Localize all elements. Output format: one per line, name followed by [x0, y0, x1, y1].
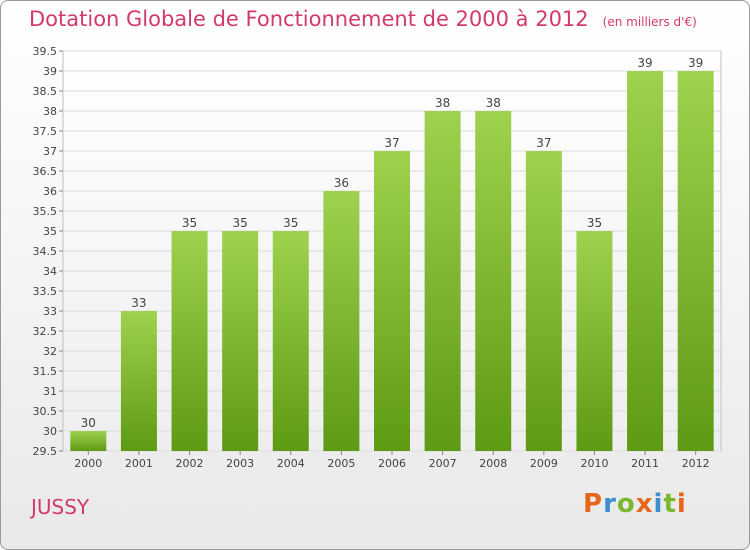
y-tick-label: 39	[43, 65, 57, 78]
bar-2001	[120, 311, 157, 451]
bar-value-label: 38	[435, 96, 450, 110]
bar-value-label: 35	[283, 216, 298, 230]
y-tick-label: 36	[43, 185, 57, 198]
y-tick-label: 31	[43, 385, 57, 398]
x-tick-label: 2001	[125, 457, 153, 470]
bar-value-label: 35	[182, 216, 197, 230]
bar-2004	[272, 231, 309, 451]
proxiti-logo: Proxiti	[583, 489, 687, 519]
bar-2005	[323, 191, 360, 451]
y-tick-label: 33.5	[33, 285, 58, 298]
y-tick-label: 34.5	[33, 245, 58, 258]
bar-2006	[374, 151, 410, 451]
x-tick-label: 2002	[176, 457, 204, 470]
x-tick-label: 2004	[277, 457, 305, 470]
logo-letter: x	[635, 489, 654, 519]
logo-letter: o	[616, 489, 636, 519]
x-tick-label: 2006	[378, 457, 406, 470]
bar-value-label: 35	[233, 216, 248, 230]
x-tick-label: 2009	[530, 457, 558, 470]
y-tick-label: 39.5	[33, 45, 58, 58]
bar-value-label: 38	[486, 96, 501, 110]
bar-2010	[576, 231, 613, 451]
bar-2000	[70, 431, 107, 451]
bar-2012	[677, 71, 714, 451]
bar-value-label: 30	[81, 416, 96, 430]
y-tick-label: 37	[43, 145, 57, 158]
y-tick-labels: 29.5 30 30.5 31 31.5 32 32.5 33 33.5 34 34.5 35 35.5…	[33, 45, 63, 458]
y-tick-label: 35	[43, 225, 57, 238]
y-tick-label: 32.5	[33, 325, 58, 338]
x-tick-label: 2007	[429, 457, 457, 470]
bar-2007	[424, 111, 461, 451]
y-tick-label: 29.5	[33, 445, 58, 458]
logo-letter: i	[653, 489, 664, 519]
x-tick-label: 2003	[226, 457, 254, 470]
city-label: JUSSY	[31, 495, 90, 519]
bar-2003	[222, 231, 259, 451]
bar-value-label: 37	[384, 136, 399, 150]
x-tick-label: 2008	[479, 457, 507, 470]
logo-letter: P	[583, 489, 604, 519]
y-tick-label: 31.5	[33, 365, 58, 378]
bar-value-label: 39	[637, 56, 652, 70]
logo-letter: i	[676, 489, 687, 519]
bar-2009	[525, 151, 562, 451]
bar-2002	[171, 231, 208, 451]
y-tick-label: 35.5	[33, 205, 58, 218]
bar-2011	[627, 71, 664, 451]
logo-letter: r	[603, 489, 617, 519]
y-tick-label: 30	[43, 425, 57, 438]
bar-value-label: 37	[536, 136, 551, 150]
x-tick-label: 2010	[580, 457, 608, 470]
bar-value-label: 36	[334, 176, 349, 190]
y-tick-label: 38	[43, 105, 57, 118]
y-tick-label: 33	[43, 305, 57, 318]
x-tick-label: 2012	[682, 457, 710, 470]
x-tick-label: 2011	[631, 457, 659, 470]
bar-value-label: 33	[131, 296, 146, 310]
y-tick-label: 32	[43, 345, 57, 358]
x-tick-label: 2000	[74, 457, 102, 470]
bars: 30 33 35 35 35 36 37 38 38 37 35 39 39	[70, 56, 714, 451]
y-tick-label: 37.5	[33, 125, 58, 138]
y-tick-label: 30.5	[33, 405, 58, 418]
logo-letter: t	[663, 489, 677, 519]
y-tick-label: 38.5	[33, 85, 58, 98]
bar-value-label: 35	[587, 216, 602, 230]
chart-title: Dotation Globale de Fonctionnement de 20…	[29, 7, 697, 31]
chart-title-text: Dotation Globale de Fonctionnement de 20…	[29, 7, 589, 31]
bar-value-label: 39	[688, 56, 703, 70]
y-tick-label: 36.5	[33, 165, 58, 178]
x-tick-label: 2005	[327, 457, 355, 470]
bar-2008	[475, 111, 512, 451]
x-tick-labels: 2000 2001 2002 2003 2004 2005 2006 2007 2008 2009…	[74, 451, 710, 470]
chart-unit: (en milliers d'€)	[602, 15, 697, 29]
y-tick-label: 34	[43, 265, 57, 278]
